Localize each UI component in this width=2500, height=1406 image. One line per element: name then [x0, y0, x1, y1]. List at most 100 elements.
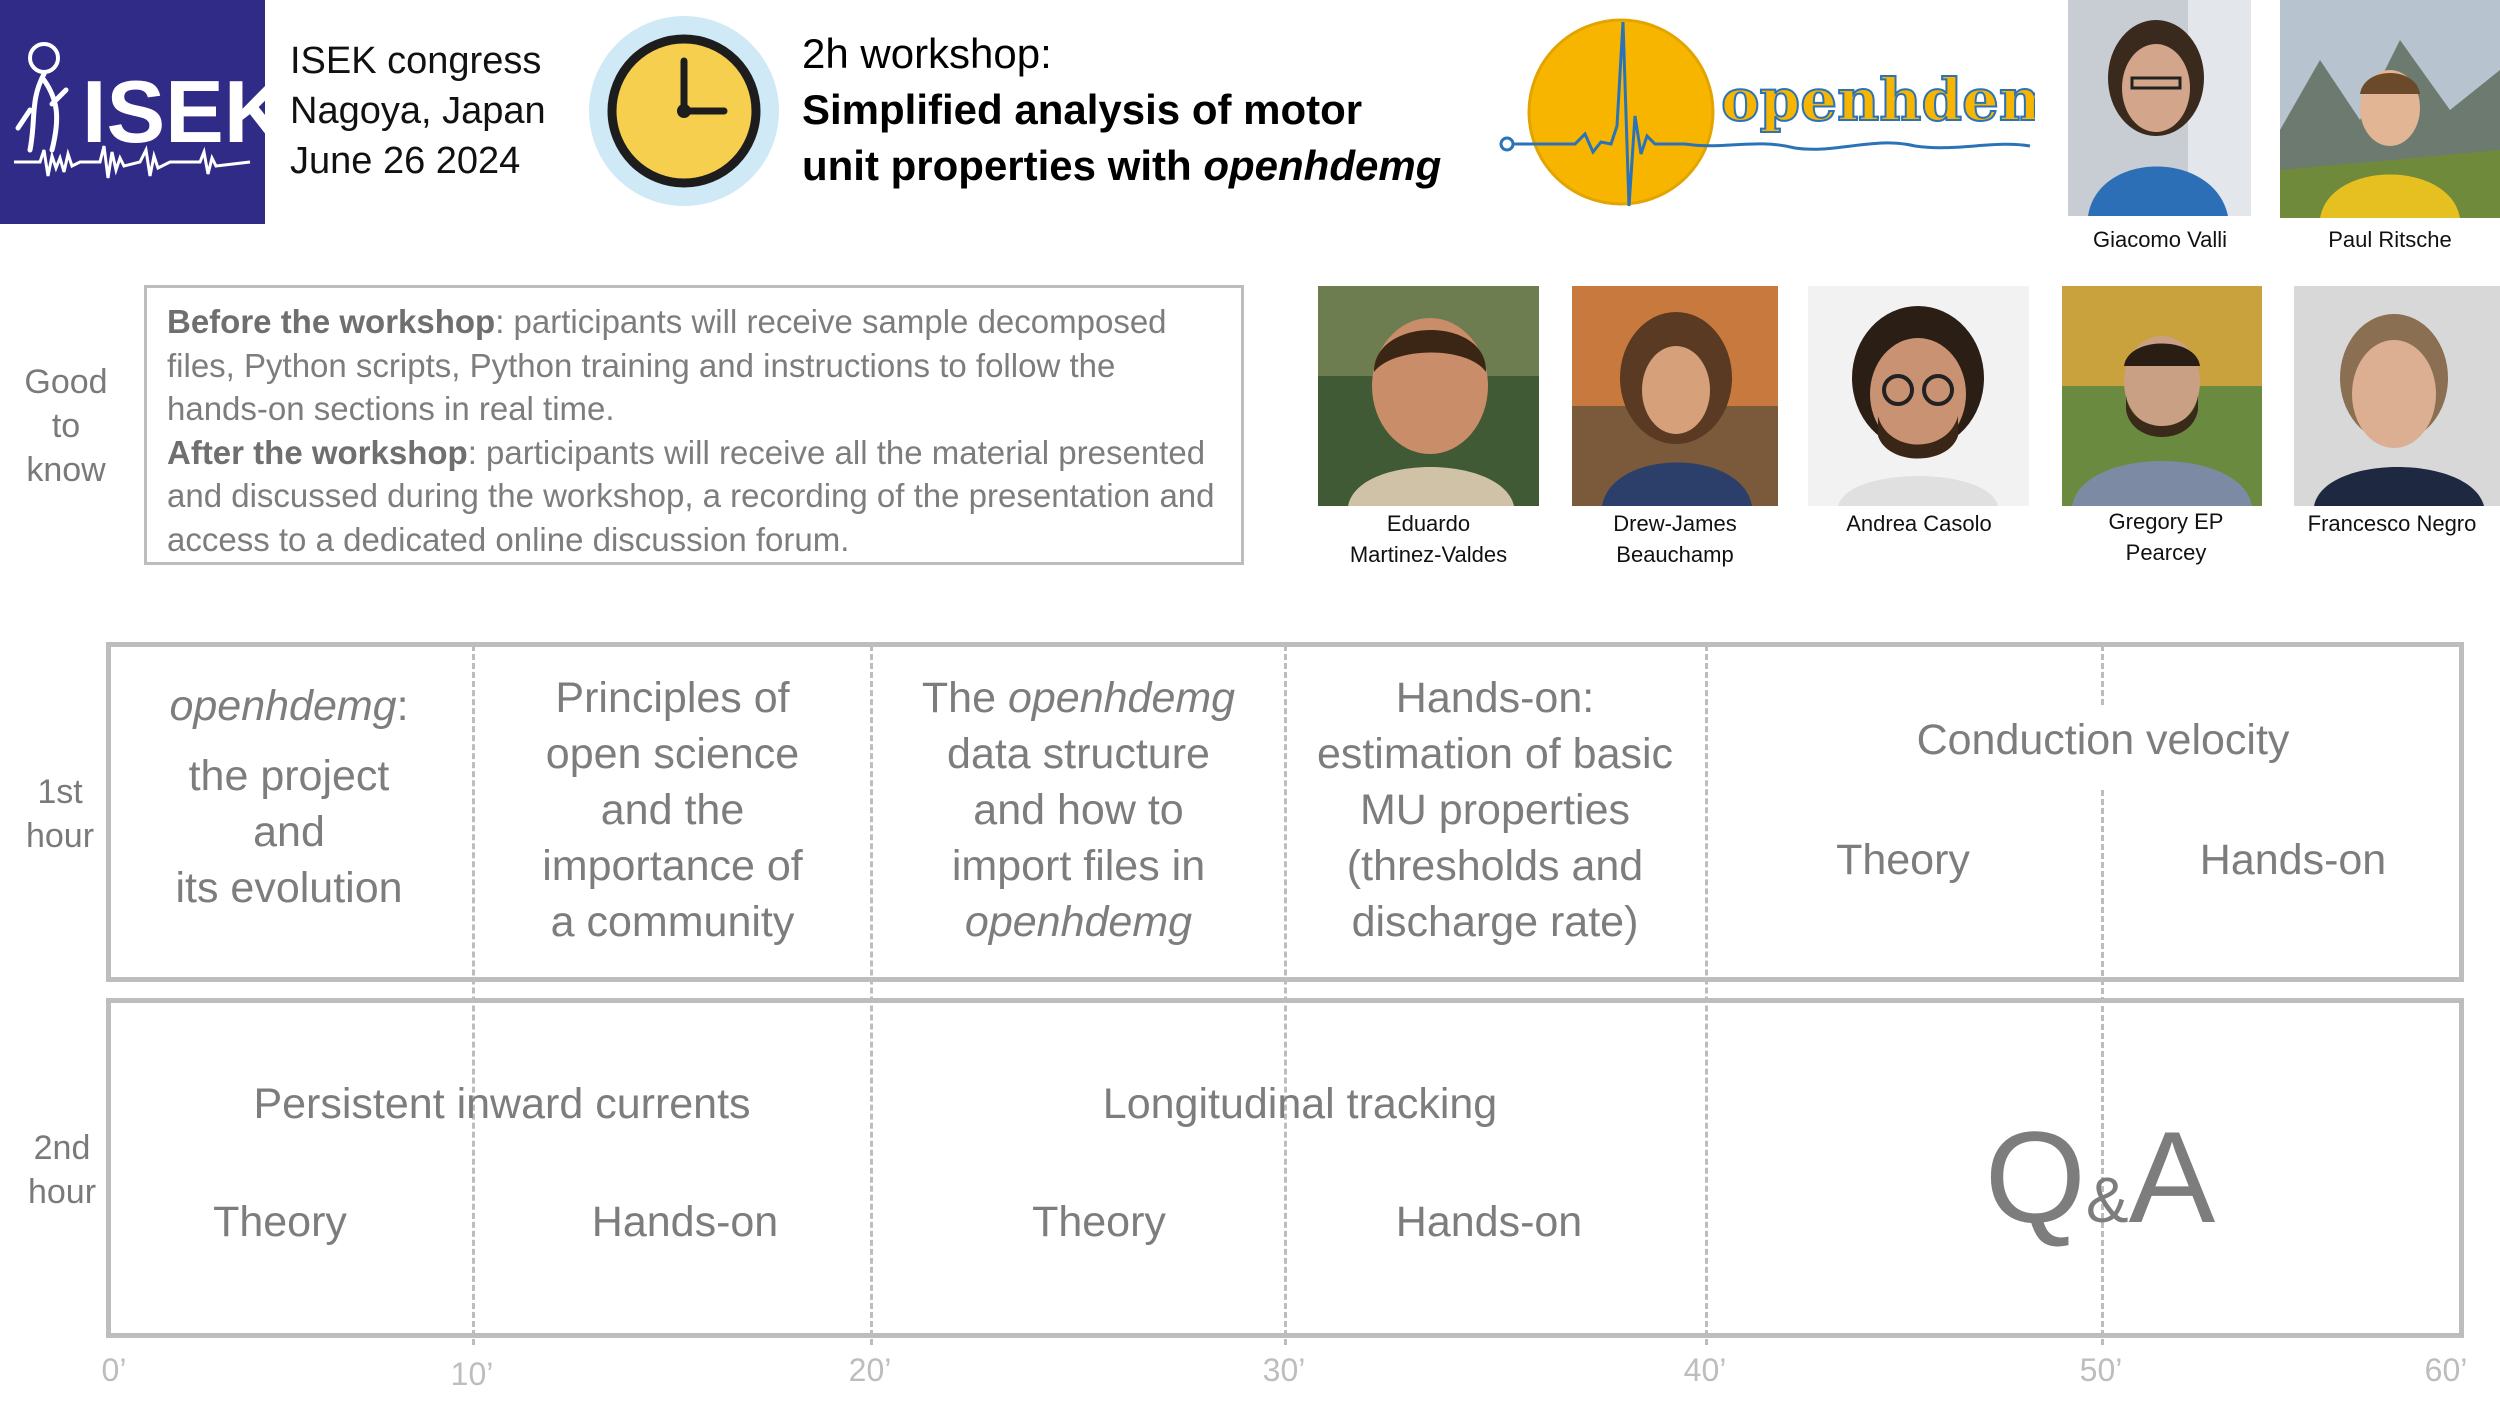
qa-a: A: [2128, 1104, 2216, 1250]
session-longitudinal-tracking-theory: Theory: [1032, 1198, 1166, 1246]
isek-logo-text: ISEK: [82, 62, 265, 161]
session-handson-basic-line4: (thresholds and: [1346, 842, 1644, 890]
session-longitudinal-tracking-handson: Hands-on: [1395, 1198, 1583, 1246]
tick-10-min: 10’: [450, 1356, 494, 1392]
session-open-science-line2: open science: [545, 730, 800, 778]
session-openhdemg-project: openhdemg: the project and its evolution: [111, 678, 467, 916]
session-open-science-line4: importance of: [542, 842, 803, 890]
session-data-structure-line2: and how to: [973, 786, 1184, 834]
session-openhdemg-project-line2: and: [253, 808, 325, 856]
event-name: ISEK congress: [290, 40, 542, 82]
qa-ampersand: &: [2085, 1164, 2129, 1236]
presenter-photo-andrea-casolo: [1808, 286, 2029, 506]
session-conduction-velocity-theory: Theory: [1836, 836, 1970, 884]
divider-50min-top: [2101, 645, 2104, 705]
presenter-photo-francesco-negro: [2294, 286, 2500, 506]
presenter-name-7: Francesco Negro: [2307, 511, 2477, 536]
presenter-photo-paul-ritsche: [2280, 0, 2500, 218]
session-handson-basic-properties: Hands-on: estimation of basic MU propert…: [1287, 670, 1703, 950]
workshop-title-line1: Simplified analysis of motor: [802, 86, 1363, 133]
session-handson-basic-line5: discharge rate): [1351, 898, 1639, 946]
session-longitudinal-tracking-title: Longitudinal tracking: [1102, 1080, 1498, 1128]
openhdemg-logo: openhdemg: [1495, 16, 2102, 212]
presenter-photo-eduardo-martinez-valdes: [1318, 286, 1539, 506]
session-handson-basic-line2: estimation of basic: [1316, 730, 1674, 778]
session-pic-title: Persistent inward currents: [253, 1080, 751, 1128]
presenter-name-3: Eduardo Martinez-Valdes: [1308, 508, 1549, 570]
tick-20-min: 20’: [848, 1352, 892, 1388]
divider-30min: [1284, 645, 1287, 1345]
presenter-name-4-line1: Drew-James: [1613, 511, 1737, 536]
divider-40min: [1705, 645, 1708, 1345]
session-data-structure-prefix: The: [921, 674, 1008, 722]
session-open-science-line5: a community: [550, 898, 795, 946]
presenter-photo-drew-james-beauchamp: [1572, 286, 1778, 506]
presenter-name-5: Andrea Casolo: [1846, 511, 1992, 536]
session-data-structure-line3: import files in: [951, 842, 1206, 890]
session-openhdemg-project-line1: the project: [188, 752, 390, 800]
session-data-structure-last: openhdemg: [873, 894, 1284, 950]
hour1-label: 1st hour: [8, 770, 112, 858]
session-conduction-velocity-title: Conduction velocity: [1916, 716, 2290, 764]
presenter-name-6-line2: Pearcey: [2125, 540, 2207, 565]
divider-50min: [2101, 790, 2104, 1345]
event-date: June 26 2024: [290, 140, 521, 182]
good-to-know-label-line2: to: [51, 407, 81, 445]
hour1-label-line1: 1st: [37, 773, 83, 811]
tick-60-min: 60’: [2424, 1352, 2468, 1388]
hour2-label-line1: 2nd: [33, 1129, 91, 1167]
after-workshop-title: After the workshop: [167, 433, 468, 471]
session-q-and-a: Q&A: [1900, 1102, 2300, 1262]
presenter-name-1: Giacomo Valli: [2092, 227, 2228, 252]
session-open-science: Principles of open science and the impor…: [475, 670, 870, 950]
presenter-name-3-line1: Eduardo: [1386, 511, 1471, 536]
presenter-name-6: Gregory EP Pearcey: [2046, 506, 2286, 568]
presenter-photo-giacomo-valli: [2068, 0, 2251, 216]
divider-20min: [870, 645, 873, 1345]
session-pic-theory: Theory: [213, 1198, 347, 1246]
divider-10min: [472, 645, 475, 1345]
good-to-know-label-line3: know: [26, 451, 106, 489]
isek-logo: ISEK: [0, 0, 265, 224]
openhdemg-logo-text: openhdemg: [1721, 66, 2035, 134]
hour2-label-line2: hour: [27, 1173, 97, 1211]
session-handson-basic-line3: MU properties: [1359, 786, 1631, 834]
workshop-duration: 2h workshop:: [802, 30, 1052, 77]
presenter-name-4: Drew-James Beauchamp: [1555, 508, 1795, 570]
presenter-name-4-line2: Beauchamp: [1616, 542, 1734, 567]
session-data-structure-line1: data structure: [947, 730, 1210, 778]
session-data-structure-brand-2: openhdemg: [964, 898, 1193, 946]
session-open-science-line3: and the: [600, 786, 745, 834]
workshop-title-line2-prefix: unit properties with: [802, 142, 1204, 189]
good-to-know-label: Good to know: [10, 360, 122, 492]
qa-q: Q: [1984, 1104, 2086, 1250]
presenter-name-2: Paul Ritsche: [2328, 227, 2452, 252]
after-workshop-text: : participants will receive all the mate…: [167, 433, 1215, 558]
before-workshop-title: Before the workshop: [167, 303, 496, 340]
event-location: Nagoya, Japan: [290, 90, 546, 132]
session-openhdemg-project-brand: openhdemg: [169, 682, 397, 730]
hour2-label: 2nd hour: [8, 1126, 116, 1214]
workshop-title: 2h workshop: Simplified analysis of moto…: [802, 26, 1482, 194]
session-openhdemg-project-line3: its evolution: [175, 864, 403, 912]
tick-30-min: 30’: [1262, 1352, 1306, 1388]
workshop-title-brand: openhdemg: [1203, 142, 1442, 189]
presenter-name-3-line2: Martinez-Valdes: [1349, 542, 1508, 567]
presenter-name-6-line1: Gregory EP: [2108, 509, 2224, 534]
tick-50-min: 50’: [2079, 1352, 2123, 1388]
session-openhdemg-project-colon: :: [396, 682, 409, 730]
presenter-photo-gregory-ep-pearcey: [2062, 286, 2262, 506]
session-handson-basic-line1: Hands-on:: [1395, 674, 1595, 722]
good-to-know-box: Before the workshop: participants will r…: [144, 285, 1244, 565]
session-openhdemg-project-heading: openhdemg:: [111, 678, 467, 734]
session-open-science-line1: Principles of: [555, 674, 790, 722]
session-pic-handson: Hands-on: [591, 1198, 779, 1246]
session-data-structure-brand: openhdemg: [1007, 674, 1236, 722]
before-workshop-paragraph: Before the workshop: participants will r…: [167, 300, 1221, 431]
tick-0-min: 0’: [101, 1352, 127, 1388]
after-workshop-paragraph: After the workshop: participants will re…: [167, 431, 1221, 562]
clock-icon: [588, 15, 780, 207]
workshop-title-line2: unit properties with openhdemg: [802, 138, 1482, 194]
good-to-know-label-line1: Good: [24, 363, 108, 401]
before-workshop-text: : participants will receive sample decom…: [167, 303, 1167, 427]
